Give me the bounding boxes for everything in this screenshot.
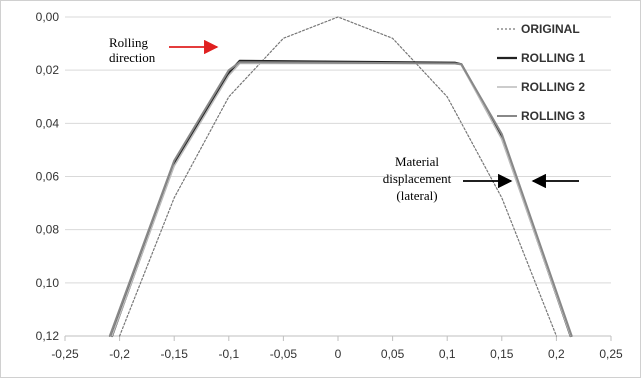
material-displacement-label: (lateral)	[396, 188, 437, 203]
x-tick-label: 0,2	[548, 347, 565, 361]
y-tick-label: 0,12	[36, 329, 60, 343]
y-tick-label: 0,00	[36, 10, 60, 24]
series-line-rolling-3	[108, 61, 573, 337]
x-tick-label: 0,15	[490, 347, 514, 361]
series-line-original	[119, 16, 557, 337]
x-tick-label: -0,25	[51, 347, 79, 361]
legend: ORIGINAL ROLLING 1 ROLLING 2 ROLLING 3	[497, 22, 585, 123]
y-tick-label: 0,10	[36, 276, 60, 290]
series-line-rolling-2	[111, 62, 572, 337]
axes: 0,000,020,040,060,080,100,12-0,25 -0,2 -0,…	[36, 10, 623, 361]
series-lines	[108, 16, 573, 338]
y-tick-label: 0,02	[36, 63, 60, 77]
x-tick-label: -0,2	[109, 347, 130, 361]
x-tick-label: 0,1	[439, 347, 456, 361]
x-tick-label: 0,25	[599, 347, 623, 361]
y-tick-label: 0,06	[36, 170, 60, 184]
material-displacement-label: Material	[395, 154, 439, 169]
y-tick-label: 0,04	[36, 116, 60, 130]
x-tick-label: -0,05	[270, 347, 298, 361]
rolling-direction-label: Rolling	[109, 35, 149, 50]
x-tick-label: 0,05	[381, 347, 405, 361]
material-displacement-label: displacement	[383, 171, 452, 186]
x-tick-label: 0	[335, 347, 342, 361]
x-tick-label: -0,15	[161, 347, 189, 361]
legend-label: ROLLING 3	[521, 109, 585, 123]
rolling-direction-label: direction	[109, 50, 156, 65]
y-tick-label: 0,08	[36, 223, 60, 237]
legend-label: ROLLING 2	[521, 80, 585, 94]
x-tick-label: -0,1	[218, 347, 239, 361]
legend-label: ORIGINAL	[521, 22, 580, 36]
legend-label: ROLLING 1	[521, 51, 585, 65]
